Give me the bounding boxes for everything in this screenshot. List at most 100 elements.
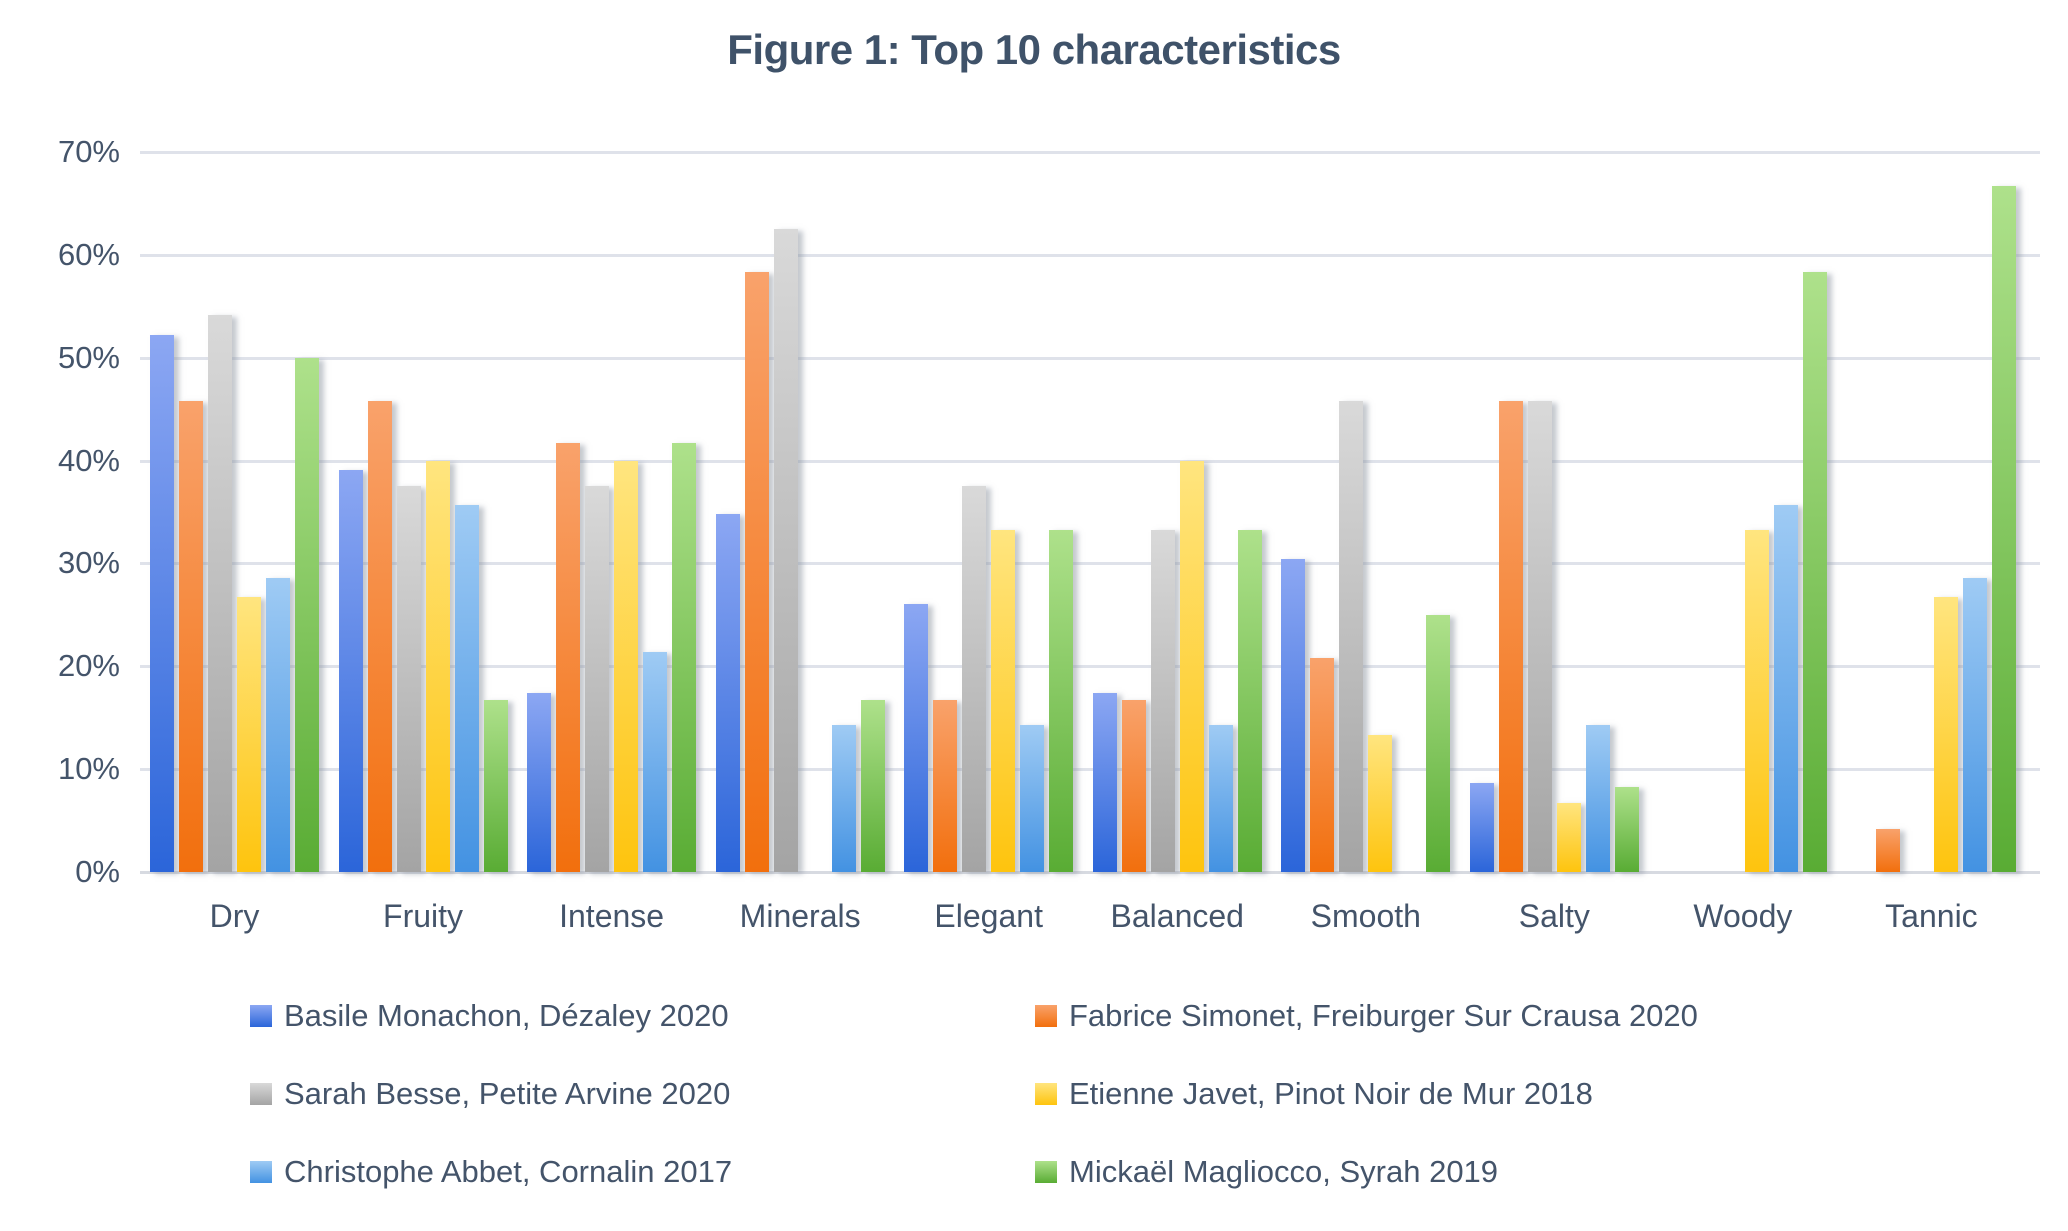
bar-slot (744, 152, 769, 872)
bar-slot (1368, 152, 1393, 872)
bar (1426, 614, 1451, 872)
gridline (140, 356, 2040, 360)
legend-item: Sarah Besse, Petite Arvine 2020 (250, 1070, 1035, 1118)
bar-slot (991, 152, 1016, 872)
bar (237, 597, 261, 872)
bar-slot (1962, 152, 1987, 872)
legend-item: Basile Monachon, Dézaley 2020 (250, 992, 1035, 1040)
y-tick-label: 70% (57, 134, 120, 169)
bar (208, 314, 232, 872)
gridline (140, 253, 2040, 257)
bar-slot (527, 152, 552, 872)
bar-slot (1556, 152, 1581, 872)
bar-slot (483, 152, 508, 872)
legend-item: Etienne Javet, Pinot Noir de Mur 2018 (1035, 1070, 1698, 1118)
bar (1179, 460, 1204, 872)
bar (556, 443, 581, 872)
bar (1585, 724, 1610, 872)
bar-slot (150, 152, 174, 872)
bar-slot (179, 152, 203, 872)
y-tick-label: 10% (57, 751, 120, 787)
bar-slot (1020, 152, 1045, 872)
y-tick-label: 0% (75, 854, 120, 889)
bar-slot (614, 152, 639, 872)
bar (831, 724, 856, 872)
bar (1339, 400, 1364, 872)
bar-slot (1049, 152, 1074, 872)
bar-slot (773, 152, 798, 872)
bar-slot (266, 152, 290, 872)
bar-group-tannic (1847, 152, 2016, 872)
bar-slot (1426, 152, 1451, 872)
x-category-label: Salty (1518, 898, 1590, 934)
chart-title: Figure 1: Top 10 characteristics (727, 26, 1341, 73)
bar (1368, 735, 1393, 872)
legend-item: Mickaël Magliocco, Syrah 2019 (1035, 1148, 1698, 1196)
bar (1875, 828, 1900, 872)
bar-slot (1687, 152, 1711, 872)
x-category-label: Intense (559, 898, 665, 934)
bar-slot (962, 152, 987, 872)
bar-slot (585, 152, 610, 872)
x-category-label: Tannic (1885, 898, 1978, 934)
bar-slot (860, 152, 885, 872)
x-category-label: Smooth (1310, 898, 1421, 934)
bar (1803, 272, 1828, 872)
bar (1774, 504, 1799, 872)
bar-group-intense (527, 152, 697, 872)
bar-slot (643, 152, 668, 872)
bar-slot (1905, 152, 1929, 872)
bar-slot (1745, 152, 1770, 872)
x-category-label: Balanced (1110, 898, 1244, 934)
bar-slot (1527, 152, 1552, 872)
bar-slot (1658, 152, 1682, 872)
bar-slot (1150, 152, 1175, 872)
bar (1469, 782, 1494, 872)
x-category-label: Dry (209, 898, 260, 934)
bar-slot (933, 152, 958, 872)
legend-swatch-icon (250, 1005, 272, 1027)
gridline (140, 665, 2040, 669)
x-category-label: Minerals (739, 898, 861, 934)
bar (1310, 658, 1335, 872)
legend-swatch-icon (1035, 1161, 1057, 1183)
bar (715, 514, 740, 872)
bar (1049, 529, 1074, 872)
legend-swatch-icon (1035, 1005, 1057, 1027)
bar-slot (904, 152, 929, 872)
bar-slot (715, 152, 740, 872)
bar (585, 486, 610, 872)
x-category-label: Fruity (383, 898, 464, 934)
bar (367, 400, 392, 872)
y-tick-label: 30% (57, 545, 120, 581)
legend-swatch-icon (250, 1083, 272, 1105)
bar (904, 603, 929, 872)
bar-group-smooth (1281, 152, 1451, 872)
bar (454, 504, 479, 872)
x-category-label: Elegant (934, 898, 1043, 934)
bar (1527, 400, 1552, 872)
bar-slot (338, 152, 363, 872)
bar-slot (1498, 152, 1523, 872)
bar-slot (295, 152, 319, 872)
bar-slot (1716, 152, 1740, 872)
bar-slot (1121, 152, 1146, 872)
gridline (140, 151, 2040, 154)
bar (744, 272, 769, 872)
bar (1556, 803, 1581, 872)
legend-swatch-icon (1035, 1083, 1057, 1105)
x-category-label: Woody (1693, 898, 1793, 934)
bar-slot (1281, 152, 1306, 872)
bar-slot (1397, 152, 1421, 872)
bar-slot (1933, 152, 1958, 872)
bar-slot (208, 152, 232, 872)
bar-slot (237, 152, 261, 872)
bar-slot (1310, 152, 1335, 872)
legend-label: Mickaël Magliocco, Syrah 2019 (1069, 1154, 1499, 1189)
gridline (140, 562, 2040, 566)
bar (672, 443, 697, 872)
bar-group-salty (1469, 152, 1639, 872)
bar (1614, 786, 1639, 872)
bar-slot (367, 152, 392, 872)
bar (962, 486, 987, 872)
